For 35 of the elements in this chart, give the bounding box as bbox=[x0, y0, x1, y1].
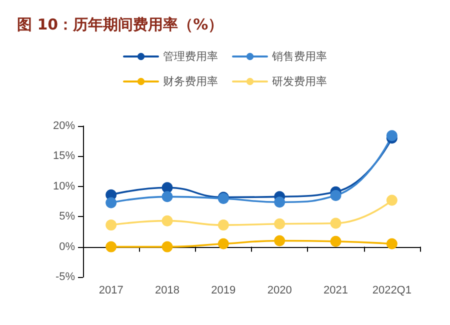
y-tick-label: 5% bbox=[59, 210, 76, 223]
legend-label: 研发费用率 bbox=[272, 75, 327, 88]
point bbox=[106, 220, 117, 231]
point bbox=[330, 218, 342, 229]
point bbox=[106, 241, 117, 252]
point bbox=[274, 196, 286, 208]
x-tick-label: 2021 bbox=[324, 284, 348, 296]
y-tick-label: 10% bbox=[52, 180, 76, 192]
chart-title: 图 10：历年期间费用率（%） bbox=[17, 16, 224, 34]
legend-label: 销售费用率 bbox=[271, 50, 327, 63]
point bbox=[386, 238, 398, 250]
point bbox=[274, 235, 286, 246]
x-tick-label: 2020 bbox=[267, 284, 292, 296]
point bbox=[330, 190, 342, 201]
x-tick-label: 2022Q1 bbox=[372, 284, 412, 296]
x-tick-label: 2019 bbox=[211, 284, 236, 296]
legend-label: 财务费用率 bbox=[163, 75, 218, 88]
point bbox=[330, 236, 342, 247]
point bbox=[274, 218, 286, 230]
y-tick-label: 0% bbox=[59, 240, 76, 253]
y-tick-label: 20% bbox=[52, 120, 76, 132]
x-tick-label: 2018 bbox=[155, 284, 180, 296]
point bbox=[386, 194, 398, 206]
point bbox=[162, 241, 173, 252]
legend-label: 管理费用率 bbox=[163, 50, 218, 63]
x-tick-label: 2017 bbox=[98, 284, 124, 296]
point bbox=[218, 220, 229, 231]
point bbox=[386, 130, 398, 142]
point bbox=[162, 215, 173, 226]
point bbox=[162, 191, 173, 202]
point bbox=[106, 197, 117, 208]
y-tick-label: 15% bbox=[52, 150, 76, 162]
y-tick-label: -5% bbox=[55, 271, 76, 283]
point bbox=[162, 182, 173, 194]
point bbox=[218, 238, 229, 250]
